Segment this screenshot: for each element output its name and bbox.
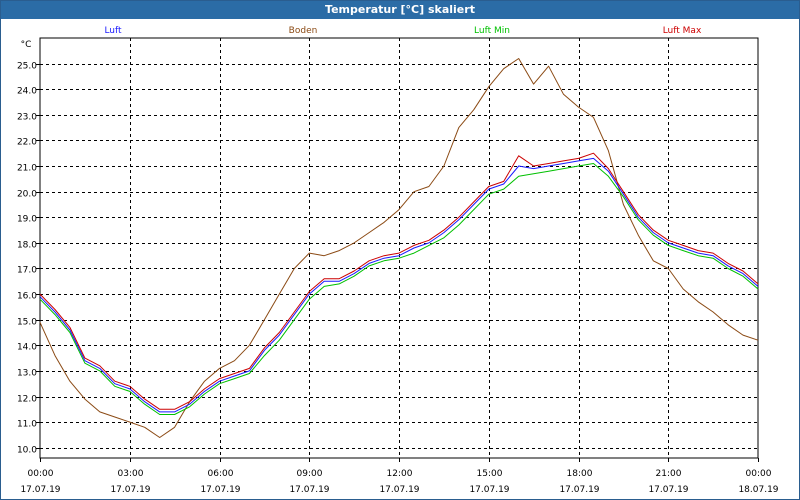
y-tick-label: 24.0 <box>17 87 37 97</box>
legend-entry-luft-min: Luft Min <box>474 26 510 36</box>
x-tick-date: 17.07.19 <box>379 485 419 495</box>
x-tick-time: 12:00 <box>387 469 413 479</box>
x-tick-date: 17.07.19 <box>559 485 599 495</box>
x-tick-date: 18.07.19 <box>738 485 778 495</box>
x-tick-time: 21:00 <box>656 469 682 479</box>
y-tick-label: 14.0 <box>17 343 37 353</box>
series-line-luft-min <box>39 163 759 415</box>
y-tick-label: 23.0 <box>17 113 37 123</box>
chart-title: Temperatur [°C] skaliert <box>1 1 799 19</box>
x-tick-date: 17.07.19 <box>469 485 509 495</box>
series-line-luft <box>39 157 759 413</box>
y-tick-label: 10.0 <box>17 446 37 456</box>
x-tick-date: 17.07.19 <box>289 485 329 495</box>
y-tick-label: 13.0 <box>17 369 37 379</box>
legend-entry-luft-max: Luft Max <box>663 26 702 36</box>
x-tick-time: 18:00 <box>567 469 593 479</box>
x-tick-time: 00:00 <box>28 469 54 479</box>
y-tick-label: 11.0 <box>17 420 37 430</box>
x-tick-date: 17.07.19 <box>20 485 60 495</box>
x-tick-time: 00:00 <box>746 469 772 479</box>
x-tick-date: 17.07.19 <box>110 485 150 495</box>
x-tick-time: 09:00 <box>297 469 323 479</box>
x-tick-date: 17.07.19 <box>200 485 240 495</box>
series-line-luft-max <box>39 152 759 410</box>
y-tick-label: 17.0 <box>17 266 37 276</box>
series-line-boden <box>39 58 759 438</box>
x-tick-time: 06:00 <box>208 469 234 479</box>
x-tick-date: 17.07.19 <box>648 485 688 495</box>
y-tick-label: 20.0 <box>17 190 37 200</box>
y-tick-label: 16.0 <box>17 292 37 302</box>
y-tick-label: 21.0 <box>17 164 37 174</box>
legend-entry-boden: Boden <box>289 26 318 36</box>
x-tick-time: 15:00 <box>477 469 503 479</box>
y-tick-label: 18.0 <box>17 241 37 251</box>
y-tick-label: 19.0 <box>17 215 37 225</box>
y-tick-label: 12.0 <box>17 395 37 405</box>
y-tick-label: 22.0 <box>17 138 37 148</box>
y-tick-label: 15.0 <box>17 318 37 328</box>
y-axis-label: °C <box>21 40 32 50</box>
legend-entry-luft: Luft <box>104 26 122 36</box>
y-tick-label: 25.0 <box>17 62 37 72</box>
x-tick-time: 03:00 <box>118 469 144 479</box>
